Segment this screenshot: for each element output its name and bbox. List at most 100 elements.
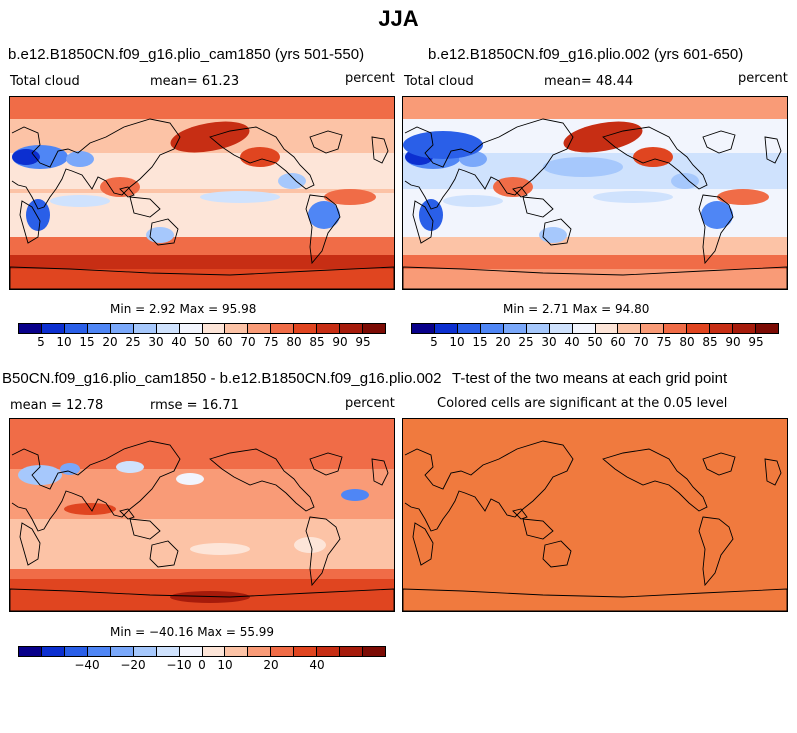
- colorbar-swatch: [225, 647, 249, 656]
- colorbar-tick-label: 5: [37, 335, 45, 349]
- coastline: [119, 186, 135, 198]
- coastline: [10, 266, 394, 289]
- coastline: [542, 540, 572, 568]
- colorbar-swatch: [733, 324, 757, 333]
- panel3-mean: mean = 12.78: [10, 398, 104, 413]
- cloud-field-region: [443, 195, 503, 207]
- coastline: [371, 458, 389, 486]
- colorbar-swatch: [618, 324, 642, 333]
- coastline: [702, 130, 736, 154]
- coastline: [404, 118, 574, 210]
- panel4-map: [402, 418, 788, 612]
- colorbar-tick-label: 70: [240, 335, 256, 349]
- colorbar-swatch: [41, 647, 65, 656]
- colorbar-swatch: [156, 647, 180, 656]
- panel3-colorbar-ticks: −40 −20 −10 0 10 20 40: [18, 658, 386, 674]
- colorbar-swatch: [294, 324, 318, 333]
- colorbar-tick-label: 40: [309, 658, 325, 672]
- panel1-variable: Total cloud: [10, 74, 80, 89]
- panel1-map: [9, 96, 395, 290]
- coastline: [10, 588, 394, 611]
- panel1-colorbar: [18, 323, 386, 334]
- coastline: [19, 522, 41, 566]
- coastline: [512, 186, 528, 198]
- cloud-field-region: [200, 191, 280, 203]
- colorbar-tick-label: 90: [725, 335, 741, 349]
- colorbar-tick-label: 85: [702, 335, 718, 349]
- colorbar-swatch: [248, 324, 272, 333]
- colorbar-tick-label: 75: [263, 335, 279, 349]
- colorbar-swatch: [133, 647, 157, 656]
- cloud-field-band: [10, 237, 394, 259]
- colorbar-tick-label: 90: [332, 335, 348, 349]
- coastline: [371, 136, 389, 164]
- colorbar-swatch: [87, 647, 111, 656]
- colorbar-swatch: [340, 324, 364, 333]
- coastline: [309, 452, 343, 476]
- colorbar-swatch: [87, 324, 111, 333]
- cloud-field-region: [278, 173, 306, 189]
- colorbar-swatch: [526, 324, 550, 333]
- coastline: [149, 218, 179, 246]
- panel2-minmax: Min = 2.71 Max = 94.80: [503, 302, 650, 316]
- colorbar-tick-label: 15: [79, 335, 95, 349]
- cloud-field-region: [294, 537, 326, 553]
- coastline: [119, 508, 135, 520]
- colorbar-swatch: [64, 647, 88, 656]
- colorbar-swatch: [248, 647, 272, 656]
- cloud-field-region: [240, 147, 280, 167]
- panel3-minmax: Min = −40.16 Max = 55.99: [110, 625, 275, 639]
- panel2-title: b.e12.B1850CN.f09_g16.plio.002 (yrs 601-…: [428, 46, 744, 63]
- colorbar-tick-label: 10: [449, 335, 465, 349]
- coastline: [412, 522, 434, 566]
- coastline: [602, 126, 708, 190]
- colorbar-tick-label: 30: [541, 335, 557, 349]
- cloud-field-band: [10, 519, 394, 569]
- coastline: [403, 588, 787, 611]
- colorbar-tick-label: 80: [679, 335, 695, 349]
- coastline: [542, 218, 572, 246]
- colorbar-tick-label: 70: [633, 335, 649, 349]
- colorbar-swatch: [271, 647, 295, 656]
- panel4-title: T-test of the two means at each grid poi…: [452, 370, 728, 387]
- colorbar-swatch: [549, 324, 573, 333]
- cloud-field-region: [18, 465, 62, 485]
- panel3-colorbar: [18, 646, 386, 657]
- colorbar-swatch: [572, 324, 596, 333]
- colorbar-swatch: [480, 324, 504, 333]
- coastline: [403, 266, 787, 289]
- coastline: [764, 458, 782, 486]
- cloud-field-region: [146, 227, 174, 243]
- cloud-field-region: [593, 191, 673, 203]
- panel3-units: percent: [345, 396, 395, 411]
- coastline: [698, 516, 734, 587]
- colorbar-tick-label: 80: [286, 335, 302, 349]
- colorbar-tick-label: 5: [430, 335, 438, 349]
- colorbar-swatch: [294, 647, 318, 656]
- coastline: [698, 194, 734, 265]
- colorbar-swatch: [363, 647, 385, 656]
- colorbar-tick-label: 40: [564, 335, 580, 349]
- colorbar-tick-label: −10: [166, 658, 192, 672]
- cloud-field-region: [543, 157, 623, 177]
- cloud-field-region: [12, 149, 40, 165]
- panel1-units: percent: [345, 71, 395, 86]
- cloud-field-region: [170, 591, 250, 603]
- colorbar-tick-label: 95: [748, 335, 764, 349]
- coastline: [764, 136, 782, 164]
- colorbar-swatch: [133, 324, 157, 333]
- panel2-colorbar: [411, 323, 779, 334]
- cloud-field-region: [176, 473, 204, 485]
- colorbar-tick-label: 60: [217, 335, 233, 349]
- colorbar-swatch: [179, 324, 203, 333]
- colorbar-swatch: [202, 647, 226, 656]
- colorbar-tick-label: 10: [217, 658, 233, 672]
- panel1-title: b.e12.B1850CN.f09_g16.plio_cam1850 (yrs …: [8, 46, 365, 63]
- coastline: [11, 118, 181, 210]
- coastline: [702, 452, 736, 476]
- colorbar-swatch: [179, 647, 203, 656]
- cloud-field-region: [50, 195, 110, 207]
- cloud-field-region: [66, 151, 94, 167]
- colorbar-tick-label: 40: [171, 335, 187, 349]
- cloud-field-region: [717, 189, 769, 205]
